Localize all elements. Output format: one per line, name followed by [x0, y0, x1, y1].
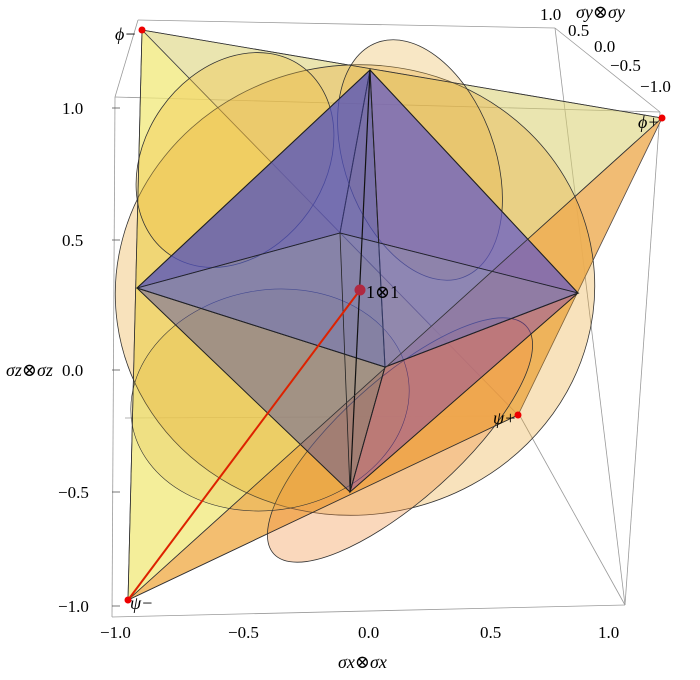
y-tick-5: −1.0	[640, 77, 671, 96]
y-axis-label: σy⊗σy	[576, 2, 625, 22]
x-tick-5: 1.0	[598, 623, 619, 642]
y-tick-3: 0.0	[594, 37, 615, 56]
label-phi-minus: ϕ−	[115, 24, 136, 44]
octahedron	[135, 68, 580, 494]
z-tick-3: 0.0	[62, 361, 83, 380]
x-tick-1: −1.0	[100, 623, 131, 642]
vertex-marker-psi-minus	[124, 596, 132, 604]
center-marker	[354, 284, 366, 296]
tetrahedron-edges	[127, 29, 663, 601]
z-tick-5: −1.0	[58, 597, 89, 616]
z-tick-2: 0.5	[62, 231, 83, 250]
x-tick-4: 0.5	[480, 623, 501, 642]
z-tick-1: 1.0	[62, 99, 83, 118]
z-axis: 1.0 0.5 0.0 −0.5 −1.0 σz⊗σz	[6, 99, 120, 616]
x-tick-2: −0.5	[228, 623, 259, 642]
y-tick-2: 0.5	[568, 21, 589, 40]
label-psi-plus: ψ+	[493, 408, 516, 428]
z-axis-label: σz⊗σz	[6, 360, 53, 380]
x-axis-label: σx⊗σx	[338, 652, 387, 672]
vertex-marker-phi-plus	[658, 114, 666, 122]
ellipse-lower-right	[267, 317, 533, 563]
y-tick-1: 1.0	[540, 5, 561, 24]
label-phi-plus: ϕ+	[638, 112, 659, 132]
octahedron-face-mid	[135, 232, 580, 368]
label-psi-minus: ψ−	[130, 593, 153, 613]
center-line	[127, 289, 361, 601]
x-axis: −1.0 −0.5 0.0 0.5 1.0 σx⊗σx	[100, 623, 619, 672]
y-axis: 1.0 0.5 0.0 −0.5 −1.0 σy⊗σy	[540, 2, 671, 96]
vertex-marker-psi-plus	[514, 411, 522, 419]
y-tick-4: −0.5	[610, 56, 641, 75]
label-identity: 1⊗1	[366, 282, 399, 302]
vertex-marker-phi-minus	[138, 26, 146, 34]
x-tick-3: 0.0	[358, 623, 379, 642]
z-tick-4: −0.5	[58, 483, 89, 502]
